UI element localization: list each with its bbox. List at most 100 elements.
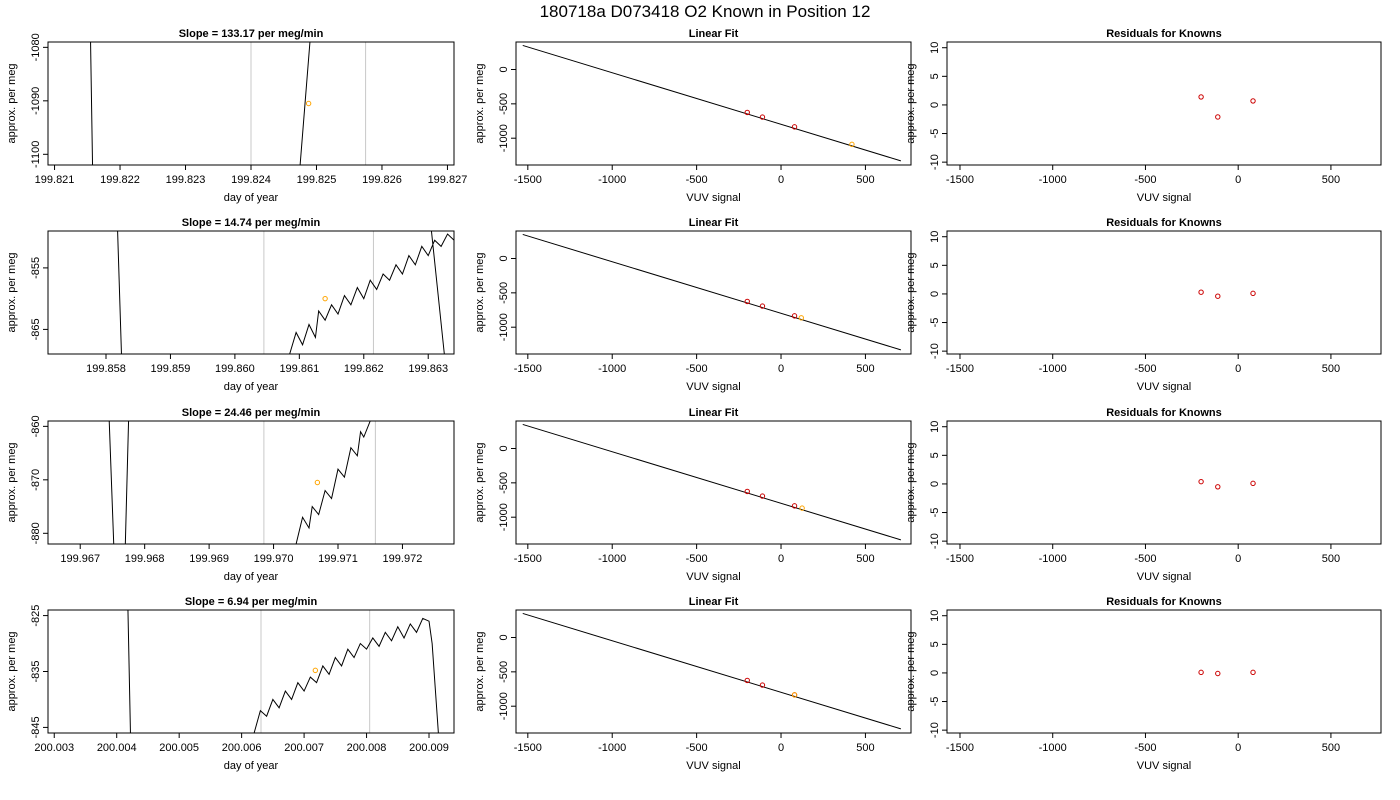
y-tick-label: -10 <box>929 533 941 549</box>
plot-frame <box>946 420 1382 545</box>
known-standard-point <box>759 114 766 120</box>
plot-frame <box>47 230 455 355</box>
panel-title: Residuals for Knowns <box>1106 217 1222 229</box>
x-tick-label: 199.859 <box>151 363 191 375</box>
known-standard-point <box>759 493 766 499</box>
residual-point <box>1215 670 1221 677</box>
x-tick-label: -500 <box>1134 174 1156 186</box>
y-tick-label: -5 <box>929 697 941 707</box>
y-tick-label: -845 <box>30 716 42 738</box>
x-tick-label: -1000 <box>1039 742 1067 754</box>
y-axis-label: approx. per meg <box>905 252 917 332</box>
y-tick-label: -1000 <box>498 503 510 531</box>
y-axis-label: approx. per meg <box>474 442 486 522</box>
y-tick-label: -500 <box>498 472 510 494</box>
time-series-row-3: Slope = 24.46 per meg/min 199.967 199.968 1… <box>6 407 455 583</box>
x-tick-label: 0 <box>778 553 784 565</box>
y-tick-label: -10 <box>929 722 941 738</box>
signal-trace <box>108 421 371 544</box>
x-tick-label: 199.826 <box>362 174 402 186</box>
x-tick-label: -500 <box>686 174 708 186</box>
unknown-sample-marker <box>314 479 321 486</box>
y-tick-label: -1100 <box>30 141 42 168</box>
x-tick-label: -500 <box>686 742 708 754</box>
y-tick-label: -10 <box>929 343 941 359</box>
x-tick-label: 199.863 <box>408 363 448 375</box>
unknown-sample-point <box>798 315 804 321</box>
signal-trace <box>117 231 454 354</box>
x-tick-label: -1500 <box>946 742 974 754</box>
plot-frame <box>946 609 1382 734</box>
x-tick-label: 199.825 <box>297 174 337 186</box>
residual-point <box>1198 289 1204 295</box>
y-tick-label: -500 <box>498 661 510 683</box>
panel-title: Linear Fit <box>689 407 739 419</box>
y-tick-label: -1000 <box>498 692 510 720</box>
residuals-row-4: Residuals for Knowns -1500 -1000 -500 0 500 10… <box>905 596 1382 772</box>
linear-fit-row-1: Linear Fit -1500 -1000 -500 0 500 0 -500 -1000 VU… <box>474 28 912 204</box>
x-tick-label: 0 <box>1235 174 1241 186</box>
x-tick-label: 500 <box>856 363 874 375</box>
panel-title: Linear Fit <box>689 217 739 229</box>
y-tick-label: 5 <box>929 452 941 458</box>
y-tick-label: -5 <box>929 318 941 328</box>
figure-title: 180718a D073418 O2 Known in Position 12 <box>540 2 871 21</box>
x-axis-label: VUV signal <box>686 192 740 204</box>
y-tick-label: -825 <box>30 605 42 627</box>
y-axis-label: approx. per meg <box>474 63 486 143</box>
x-tick-label: 200.005 <box>159 742 199 754</box>
y-tick-label: 10 <box>929 610 941 622</box>
x-tick-label: 199.821 <box>35 174 75 186</box>
y-tick-label: 0 <box>929 481 941 487</box>
x-tick-label: 500 <box>1322 553 1340 565</box>
x-tick-label: 199.972 <box>383 553 423 565</box>
known-standard-point <box>759 303 766 309</box>
plot-area <box>522 44 902 162</box>
plot-area <box>522 423 902 541</box>
plot-area <box>1198 478 1256 490</box>
unknown-sample-marker <box>305 100 312 107</box>
x-tick-label: 199.858 <box>86 363 126 375</box>
x-axis-label: VUV signal <box>686 571 740 583</box>
residual-point <box>1250 669 1256 676</box>
y-axis-label: approx. per meg <box>6 63 18 143</box>
panel-title: Residuals for Knowns <box>1106 596 1222 608</box>
y-tick-label: -500 <box>498 93 510 115</box>
x-tick-label: 199.968 <box>125 553 165 565</box>
panel-title: Residuals for Knowns <box>1106 28 1222 40</box>
x-tick-label: 200.004 <box>97 742 137 754</box>
x-tick-label: 199.822 <box>100 174 140 186</box>
y-tick-label: -1000 <box>498 124 510 152</box>
y-tick-label: -5 <box>929 129 941 139</box>
plot-area <box>90 42 367 165</box>
residual-point <box>1250 480 1256 487</box>
x-tick-label: -1500 <box>514 742 542 754</box>
x-tick-label: 500 <box>1322 742 1340 754</box>
y-tick-label: -10 <box>929 154 941 170</box>
linear-fit-row-4: Linear Fit -1500 -1000 -500 0 500 0 -500 -1000 VU… <box>474 596 912 772</box>
plot-area <box>127 610 439 733</box>
y-tick-label: 10 <box>929 42 941 54</box>
x-tick-label: 0 <box>778 742 784 754</box>
unknown-sample-marker <box>312 667 319 674</box>
x-tick-label: -500 <box>686 363 708 375</box>
unknown-sample-point <box>791 692 798 698</box>
x-tick-label: -1500 <box>946 174 974 186</box>
y-tick-label: 10 <box>929 421 941 433</box>
x-tick-label: -1500 <box>514 553 542 565</box>
residual-point <box>1198 94 1204 100</box>
residual-point <box>1250 98 1256 104</box>
known-standard-point <box>791 313 798 319</box>
x-tick-label: -500 <box>1134 742 1156 754</box>
residual-point <box>1198 478 1204 485</box>
panel-title: Slope = 14.74 per meg/min <box>182 217 321 229</box>
panel-grid: Slope = 133.17 per meg/min 199.821 199.822… <box>6 28 1382 772</box>
y-tick-label: 0 <box>929 102 941 108</box>
x-tick-label: 0 <box>1235 742 1241 754</box>
y-tick-label: 0 <box>498 445 510 451</box>
known-standard-point <box>744 488 750 495</box>
x-tick-label: -1500 <box>946 553 974 565</box>
x-tick-label: 199.827 <box>428 174 468 186</box>
time-series-row-2: Slope = 14.74 per meg/min 199.858 199.859 1… <box>6 217 455 393</box>
